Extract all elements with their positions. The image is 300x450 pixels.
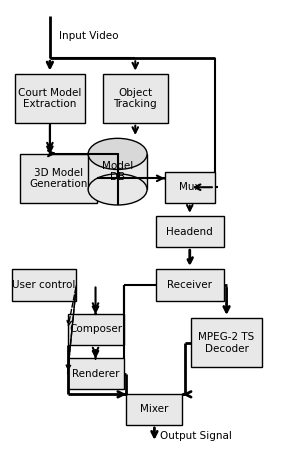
Bar [68,358,124,389]
Text: Model
DB: Model DB [102,161,133,182]
Bar [20,154,97,203]
Text: Output Signal: Output Signal [160,431,232,441]
Bar [15,74,85,123]
Text: Mux: Mux [179,182,201,192]
Bar [126,394,182,425]
Ellipse shape [88,174,147,205]
Bar [156,216,224,247]
Bar [12,270,76,301]
Text: Mixer: Mixer [140,405,169,414]
Text: Composer: Composer [69,324,122,334]
Text: Receiver: Receiver [167,280,212,290]
Text: 3D Model
Generation: 3D Model Generation [29,167,88,189]
Bar [103,74,168,123]
Text: Input Video: Input Video [59,31,118,41]
Bar [88,154,147,189]
Bar [156,270,224,301]
Text: User control: User control [12,280,76,290]
Bar [191,318,262,367]
Text: Headend: Headend [167,227,213,237]
Bar [68,314,124,345]
Text: MPEG-2 TS
Decoder: MPEG-2 TS Decoder [198,332,255,354]
Text: Renderer: Renderer [72,369,119,379]
Text: Object
Tracking: Object Tracking [113,88,157,109]
Ellipse shape [88,138,147,170]
Text: Court Model
Extraction: Court Model Extraction [18,88,82,109]
Bar [165,171,215,203]
